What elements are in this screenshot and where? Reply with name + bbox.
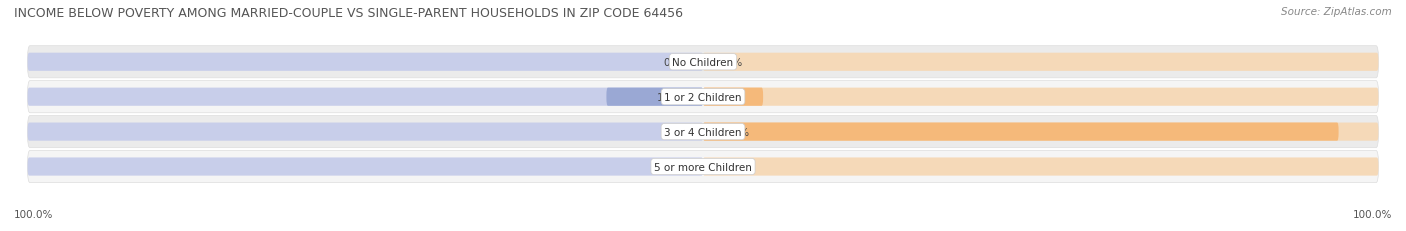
FancyBboxPatch shape <box>28 151 1378 183</box>
Text: 0.0%: 0.0% <box>717 58 742 67</box>
Text: 1 or 2 Children: 1 or 2 Children <box>664 92 742 102</box>
Text: 100.0%: 100.0% <box>1353 210 1392 219</box>
FancyBboxPatch shape <box>28 123 703 141</box>
FancyBboxPatch shape <box>703 158 1378 176</box>
FancyBboxPatch shape <box>703 88 763 106</box>
FancyBboxPatch shape <box>28 116 1378 148</box>
Text: 8.9%: 8.9% <box>717 92 742 102</box>
Text: 14.3%: 14.3% <box>657 92 689 102</box>
Text: 3 or 4 Children: 3 or 4 Children <box>664 127 742 137</box>
Text: 0.0%: 0.0% <box>664 58 689 67</box>
FancyBboxPatch shape <box>703 123 1378 141</box>
Text: 5 or more Children: 5 or more Children <box>654 162 752 172</box>
FancyBboxPatch shape <box>703 88 1378 106</box>
Text: 94.1%: 94.1% <box>717 127 749 137</box>
Text: 100.0%: 100.0% <box>14 210 53 219</box>
FancyBboxPatch shape <box>28 81 1378 113</box>
Text: INCOME BELOW POVERTY AMONG MARRIED-COUPLE VS SINGLE-PARENT HOUSEHOLDS IN ZIP COD: INCOME BELOW POVERTY AMONG MARRIED-COUPL… <box>14 7 683 20</box>
Text: 0.0%: 0.0% <box>717 162 742 172</box>
FancyBboxPatch shape <box>28 53 703 72</box>
FancyBboxPatch shape <box>703 53 1378 72</box>
FancyBboxPatch shape <box>703 123 1339 141</box>
FancyBboxPatch shape <box>28 88 703 106</box>
FancyBboxPatch shape <box>606 88 703 106</box>
Text: 0.0%: 0.0% <box>664 162 689 172</box>
Text: Source: ZipAtlas.com: Source: ZipAtlas.com <box>1281 7 1392 17</box>
FancyBboxPatch shape <box>28 46 1378 79</box>
FancyBboxPatch shape <box>28 158 703 176</box>
Text: No Children: No Children <box>672 58 734 67</box>
Text: 0.0%: 0.0% <box>664 127 689 137</box>
